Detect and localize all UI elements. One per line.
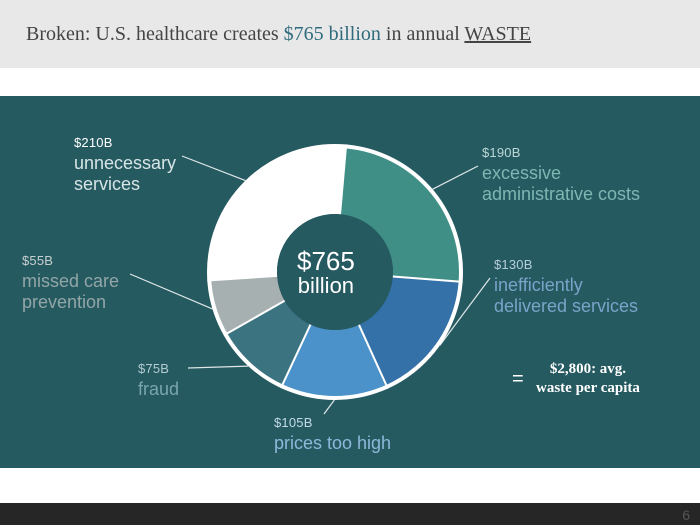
chart-area: $765 billion $190B excessiveadministrativ…	[0, 96, 700, 468]
title-mid: in annual	[381, 23, 465, 45]
slice-value: $75B	[138, 362, 179, 377]
equals-sign: =	[512, 368, 524, 391]
leader-line	[188, 366, 248, 368]
chart-center-label: $765 billion	[297, 248, 355, 298]
title-bar: Broken: U.S. healthcare creates $765 bil…	[0, 0, 700, 68]
per-capita-line2: waste per capita	[536, 380, 640, 396]
slide-title: Broken: U.S. healthcare creates $765 bil…	[26, 23, 531, 46]
slice-label-unnecessary-services: $210B unnecessaryservices	[74, 136, 176, 194]
slice-name: missed careprevention	[22, 271, 119, 312]
slice-value: $55B	[22, 254, 119, 269]
footer-bar	[0, 503, 700, 525]
slice-value: $190B	[482, 146, 640, 161]
title-amount: $765 billion	[284, 23, 381, 45]
leader-line	[182, 156, 245, 181]
slice-name: unnecessaryservices	[74, 153, 176, 194]
slice-value: $130B	[494, 258, 638, 273]
title-waste: WASTE	[464, 23, 531, 45]
per-capita-line1: $2,800: avg.	[550, 361, 626, 377]
slice-name: inefficientlydelivered services	[494, 275, 638, 316]
title-prefix: Broken: U.S. healthcare creates	[26, 23, 284, 45]
center-unit: billion	[297, 274, 355, 298]
slice-value: $105B	[274, 416, 391, 431]
leader-line	[433, 166, 478, 189]
slide: Broken: U.S. healthcare creates $765 bil…	[0, 0, 700, 525]
slice-label-fraud: $75B fraud	[138, 362, 179, 400]
leader-line	[130, 274, 212, 309]
slice-label-excessive-administrative-costs: $190B excessiveadministrative costs	[482, 146, 640, 204]
per-capita-note: $2,800: avg. waste per capita	[536, 360, 640, 398]
slice-name: prices too high	[274, 433, 391, 454]
leader-line	[324, 400, 334, 414]
slice-label-missed-care-prevention: $55B missed careprevention	[22, 254, 119, 312]
slice-label-inefficiently-delivered-services: $130B inefficientlydelivered services	[494, 258, 638, 316]
slice-name: fraud	[138, 379, 179, 400]
center-amount: $765	[297, 248, 355, 274]
slice-value: $210B	[74, 136, 176, 151]
slice-label-prices-too-high: $105B prices too high	[274, 416, 391, 454]
page-number: 6	[682, 507, 690, 523]
slice-name: excessiveadministrative costs	[482, 163, 640, 204]
